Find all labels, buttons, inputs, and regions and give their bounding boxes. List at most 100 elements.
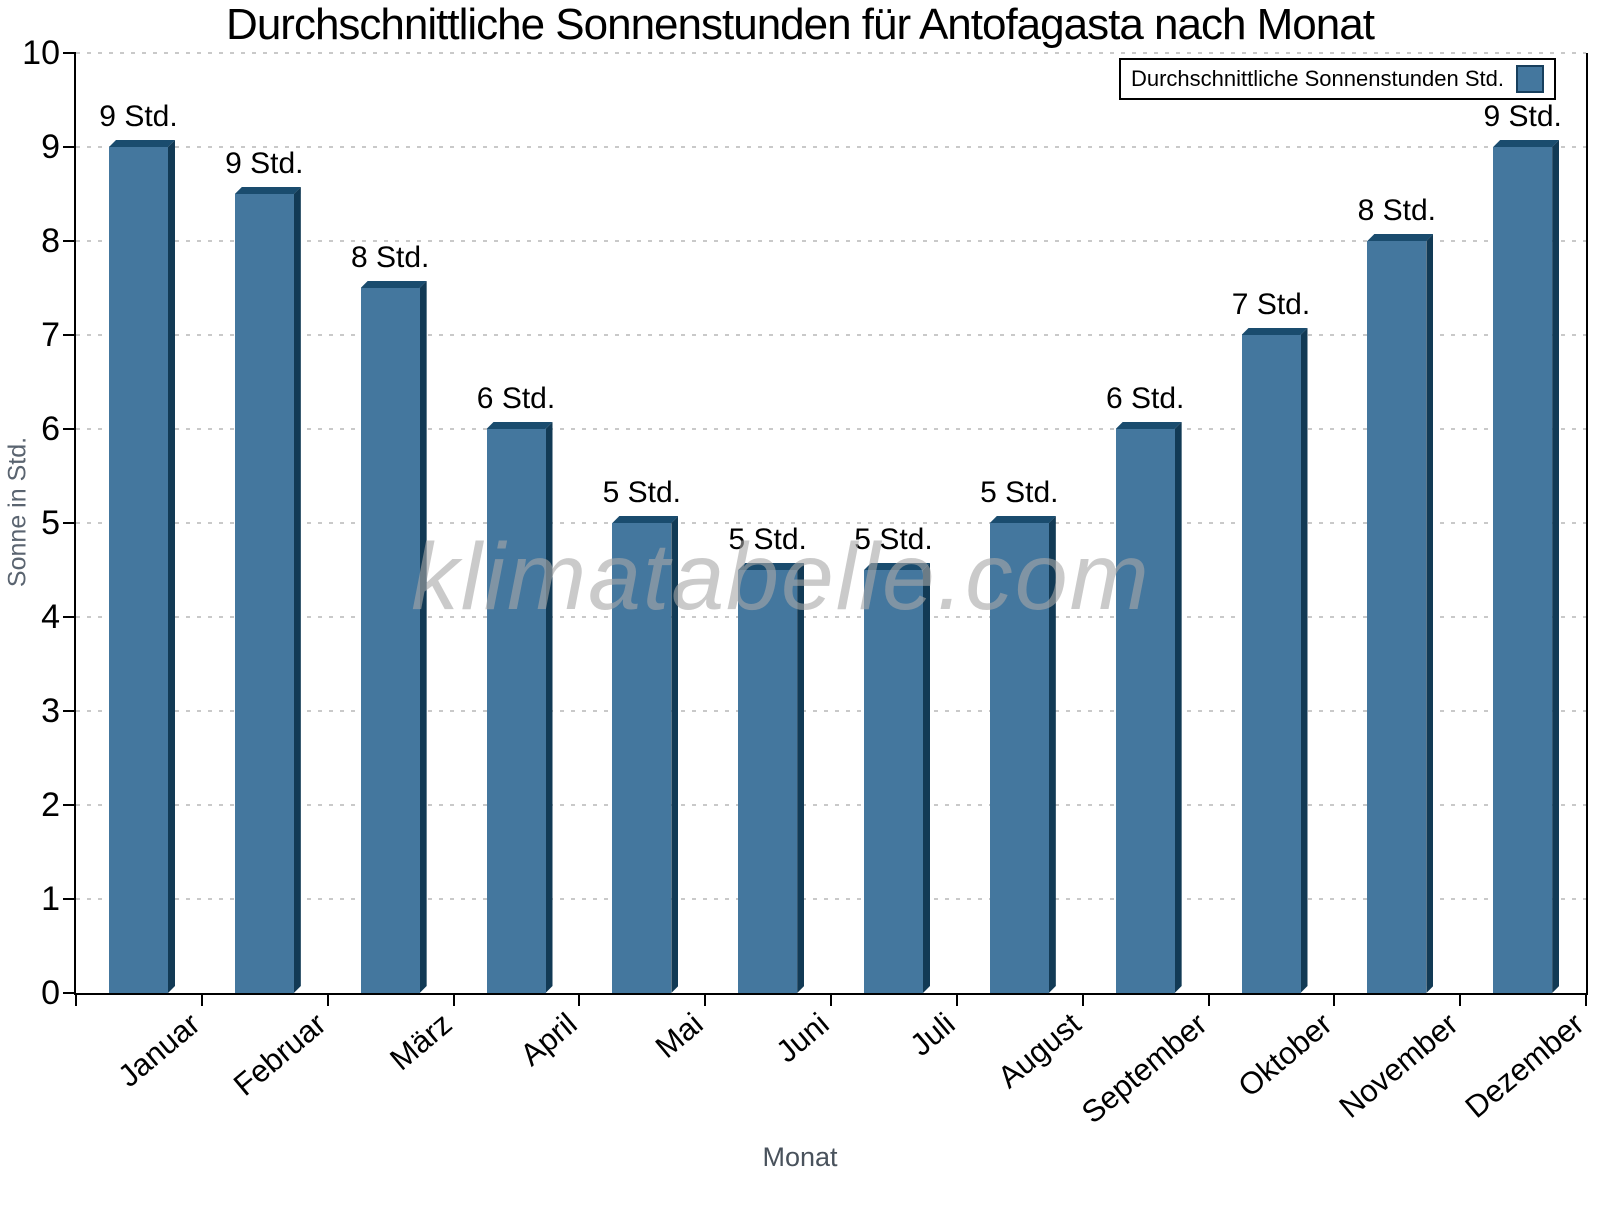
bar-side-bevel <box>797 563 804 993</box>
bar-face <box>360 288 420 993</box>
y-axis-tick <box>63 146 76 148</box>
bar-side-bevel <box>1552 140 1559 993</box>
bar-side-bevel <box>1426 234 1433 993</box>
x-axis-tick <box>1459 995 1462 1006</box>
bar-top-bevel <box>1241 328 1308 335</box>
x-axis-label: Dezember <box>1458 1006 1591 1125</box>
y-axis-tick-label: 8 <box>41 222 60 260</box>
gridline <box>76 898 1586 900</box>
x-axis-title: Monat <box>762 1142 838 1172</box>
bar-februar <box>234 187 301 993</box>
bar-april <box>486 422 553 993</box>
bar-face <box>109 147 168 993</box>
bar-face <box>1115 429 1175 993</box>
y-axis-tick <box>63 992 76 994</box>
y-axis-tick-label: 5 <box>41 504 60 542</box>
x-axis-label: Juni <box>769 1006 836 1070</box>
chart-title: Durchschnittliche Sonnenstunden für Anto… <box>226 0 1375 49</box>
x-axis-label: Februar <box>226 1006 333 1103</box>
legend-swatch-icon <box>1516 65 1544 93</box>
bar-top-bevel <box>738 563 805 570</box>
bar-side-bevel <box>294 187 301 993</box>
bar-face <box>1493 147 1553 993</box>
x-axis-label: August <box>990 1006 1088 1095</box>
bar-top-bevel <box>1493 140 1560 147</box>
x-axis-label: März <box>382 1006 459 1078</box>
bar-september <box>1115 422 1182 993</box>
gridline <box>76 428 1586 430</box>
y-axis-tick-label: 3 <box>41 692 60 730</box>
bar-face <box>989 523 1049 993</box>
bar-side-bevel <box>1301 328 1308 993</box>
x-axis-tick <box>578 995 581 1006</box>
bar-top-bevel <box>1115 422 1182 429</box>
bar-november <box>1367 234 1434 993</box>
x-axis-tick <box>326 995 329 1006</box>
y-axis-tick-label: 1 <box>41 880 60 918</box>
bar-value-label: 6 Std. <box>476 382 556 415</box>
y-axis-tick-label: 6 <box>41 410 60 448</box>
bar-value-label: 9 Std. <box>225 147 304 180</box>
y-axis-tick-label: 4 <box>41 598 60 636</box>
bar-value-label: 5 Std. <box>854 523 933 556</box>
bar-value-label: 9 Std. <box>99 100 178 133</box>
bar-top-bevel <box>234 187 301 194</box>
legend-label: Durchschnittliche Sonnenstunden Std. <box>1130 66 1504 91</box>
gridline <box>76 522 1586 524</box>
gridline <box>76 52 1586 54</box>
legend: Durchschnittliche Sonnenstunden Std. <box>1118 58 1556 100</box>
gridline <box>76 240 1586 242</box>
x-axis-label: Mai <box>648 1006 710 1065</box>
x-axis-tick <box>1081 995 1084 1006</box>
y-axis-tick <box>63 428 76 430</box>
bar-august <box>989 516 1056 993</box>
bar-top-bevel <box>864 563 930 570</box>
bar-dezember <box>1493 140 1560 993</box>
x-axis-label: November <box>1332 1006 1465 1125</box>
bar-value-label: 8 Std. <box>350 241 430 274</box>
x-axis-tick <box>1333 995 1336 1006</box>
bar-juli <box>864 563 930 993</box>
y-axis-tick-label: 9 <box>41 128 60 166</box>
x-axis-tick <box>1207 995 1210 1006</box>
bar-top-bevel <box>612 516 679 523</box>
y-axis-tick-label: 10 <box>22 34 60 72</box>
x-axis-tick <box>955 995 958 1006</box>
gridline <box>76 804 1586 806</box>
gridline <box>76 710 1586 712</box>
bar-value-label: 8 Std. <box>1357 194 1437 227</box>
bar-side-bevel <box>671 516 678 993</box>
bar-face <box>864 570 923 993</box>
bar-face <box>486 429 546 993</box>
bar-side-bevel <box>546 422 553 993</box>
bar-value-label: 7 Std. <box>1231 288 1311 321</box>
y-axis-line <box>74 53 76 995</box>
bar-januar <box>109 140 175 993</box>
bar-value-label: 9 Std. <box>1483 100 1562 133</box>
bar-value-label: 6 Std. <box>1105 382 1185 415</box>
plot-area: klimatabelle.com 0 1 2 3 4 5 6 7 8 9 10 9 Std. Janua… <box>22 35 1590 1130</box>
y-axis-tick <box>63 522 76 524</box>
gridline <box>76 616 1586 618</box>
bar-face <box>612 523 672 993</box>
bar-face <box>738 570 798 993</box>
y-axis-tick-label: 7 <box>41 316 60 354</box>
x-axis-tick <box>75 995 77 1006</box>
gridline <box>76 334 1586 336</box>
bar-top-bevel <box>109 140 175 147</box>
bar-top-bevel <box>486 422 553 429</box>
bar-top-bevel <box>989 516 1056 523</box>
y-axis-tick <box>63 334 76 336</box>
x-axis-label: September <box>1074 1006 1214 1131</box>
bar-face <box>1367 241 1427 993</box>
bar-side-bevel <box>168 140 175 993</box>
x-axis-tick <box>200 995 203 1006</box>
plot-right-border <box>1586 53 1588 995</box>
x-axis-tick <box>830 995 832 1006</box>
bar-face <box>234 194 294 993</box>
bar-oktober <box>1241 328 1308 993</box>
y-axis-tick-label: 2 <box>41 786 60 824</box>
x-axis-label: Oktober <box>1231 1006 1339 1104</box>
gridline <box>76 146 1586 148</box>
x-axis-label: Juli <box>903 1006 962 1063</box>
